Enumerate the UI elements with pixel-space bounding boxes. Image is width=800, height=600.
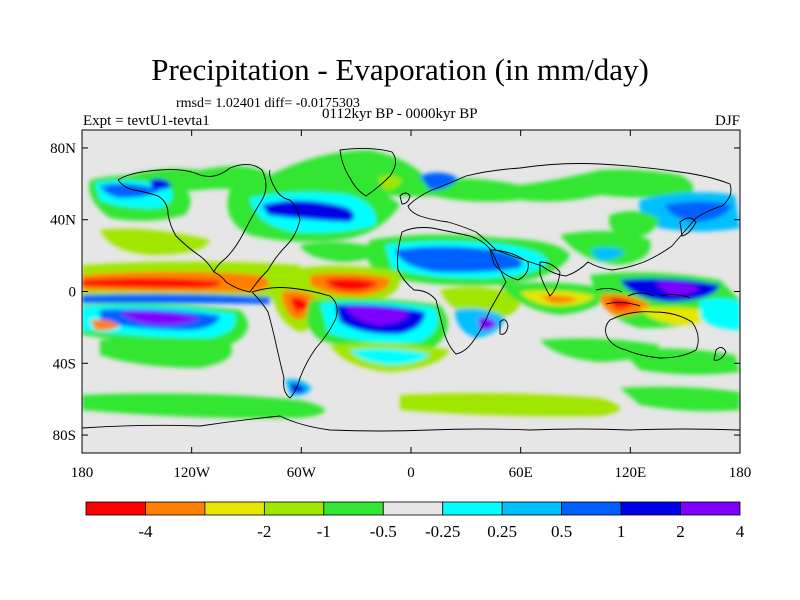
x-tick-label: 180	[729, 465, 752, 481]
page-title: Precipitation - Evaporation (in mm/day)	[151, 52, 649, 87]
x-tick-label: 180	[71, 465, 94, 481]
southern-ocean-green-1	[100, 338, 232, 368]
y-tick-label: 80N	[50, 141, 76, 157]
colorbar-swatch	[204, 501, 265, 516]
antarctic-green-band-2	[400, 393, 620, 417]
southern-ocean-cyan	[350, 348, 430, 365]
coastlines	[82, 147, 740, 432]
rmsd-diff-stats: rmsd= 1.02401 diff= -0.0175303	[176, 96, 360, 111]
colorbar-label: 2	[676, 522, 685, 541]
map-axes: 180 120W 60W 0 60E 120E 180 80N 40N 0 40S 80S	[50, 130, 751, 481]
colorbar-label: -0.25	[425, 522, 460, 541]
colorbar-label: 0.5	[551, 522, 572, 541]
equatorial-pacific-red	[82, 278, 221, 288]
antarctic-green-band-3	[620, 386, 740, 412]
north-siberia-green	[430, 169, 694, 202]
colorbar-label: 1	[617, 522, 626, 541]
map-plot-area	[81, 129, 741, 454]
west-pacific-blue	[665, 201, 732, 222]
x-tick-label: 60E	[509, 465, 533, 481]
x-tick-label: 0	[407, 465, 415, 481]
colorbar: -4 -2 -1 -0.5 -0.25 0.25 0.5 1 2 4	[85, 501, 745, 541]
colorbar-label: 4	[736, 522, 745, 541]
south-america-coast	[251, 287, 338, 399]
time-period-label: 0112kyr BP - 0000kyr BP	[322, 106, 478, 122]
colorbar-swatch	[382, 501, 444, 516]
x-tick-label: 120W	[173, 465, 211, 481]
south-pacific-purple	[120, 311, 200, 325]
x-tick-label: 120E	[614, 465, 646, 481]
colorbar-swatch	[85, 501, 146, 516]
indian-ocean-orange	[540, 295, 578, 304]
colorbar-label: -1	[317, 522, 331, 541]
north-pacific-blue	[100, 183, 160, 198]
y-tick-label: 0	[69, 285, 77, 301]
atlantic-equatorial-red	[325, 278, 378, 291]
greenland-yellow-spot	[378, 175, 402, 190]
antarctica-coast	[82, 415, 740, 432]
y-tick-label: 40N	[50, 213, 76, 229]
y-tick-label: 80S	[53, 428, 76, 444]
indonesia-coast	[595, 287, 691, 307]
colorbar-swatch	[501, 501, 563, 516]
australia-coast	[605, 311, 699, 359]
east-asia-cyan-spots	[590, 247, 625, 261]
south-pacific-cyan	[700, 298, 740, 330]
antarctic-green-band	[82, 393, 325, 419]
experiment-label: Expt = tevtU1-tevta1	[83, 113, 210, 129]
season-label: DJF	[714, 113, 740, 129]
precip-evap-field	[82, 150, 740, 419]
iceland-sea-blue	[420, 172, 458, 190]
southern-ocean-green-4	[620, 348, 740, 375]
colorbar-swatch	[323, 501, 384, 516]
midlat-atlantic-green	[300, 242, 380, 262]
uk-coast	[399, 192, 411, 205]
africa-coast	[397, 227, 507, 355]
maritime-continent-purple	[655, 282, 700, 296]
colorbar-label: -0.5	[370, 522, 397, 541]
new-zealand-coast	[713, 347, 727, 361]
amazon-red	[290, 297, 310, 312]
north-atlantic-blue-streak	[262, 200, 354, 222]
y-tick-label: 40S	[53, 356, 76, 372]
arabia-coast	[489, 249, 529, 281]
central-america-coast	[117, 179, 215, 273]
madagascar-purple	[478, 317, 497, 331]
japan-coast	[679, 217, 697, 237]
maritime-continent-red	[610, 297, 634, 309]
colorbar-swatch	[442, 501, 503, 516]
north-america-green	[100, 228, 210, 255]
colorbar-label: -4	[138, 522, 153, 541]
colorbar-label: -2	[257, 522, 271, 541]
colorbar-swatch	[263, 501, 325, 516]
equatorial-pacific-blue-ribbon	[82, 293, 270, 304]
colorbar-swatch	[620, 501, 681, 516]
eurasia-coast	[407, 163, 732, 277]
greenland-coast	[339, 147, 396, 197]
india-coast	[539, 261, 561, 297]
south-atlantic-purple	[345, 306, 410, 325]
alaska-blue	[150, 178, 172, 190]
madagascar-coast	[499, 319, 509, 335]
colorbar-label: 0.25	[487, 522, 517, 541]
colorbar-swatch	[561, 501, 622, 516]
colorbar-swatch	[145, 501, 206, 516]
japan-green	[609, 211, 660, 239]
colorbar-swatch	[680, 501, 741, 516]
field-layer	[82, 147, 740, 432]
south-pacific-dry-spots	[90, 319, 120, 331]
drake-blue	[290, 383, 306, 393]
equatorial-africa-green	[440, 286, 521, 320]
x-tick-label: 60W	[287, 465, 317, 481]
